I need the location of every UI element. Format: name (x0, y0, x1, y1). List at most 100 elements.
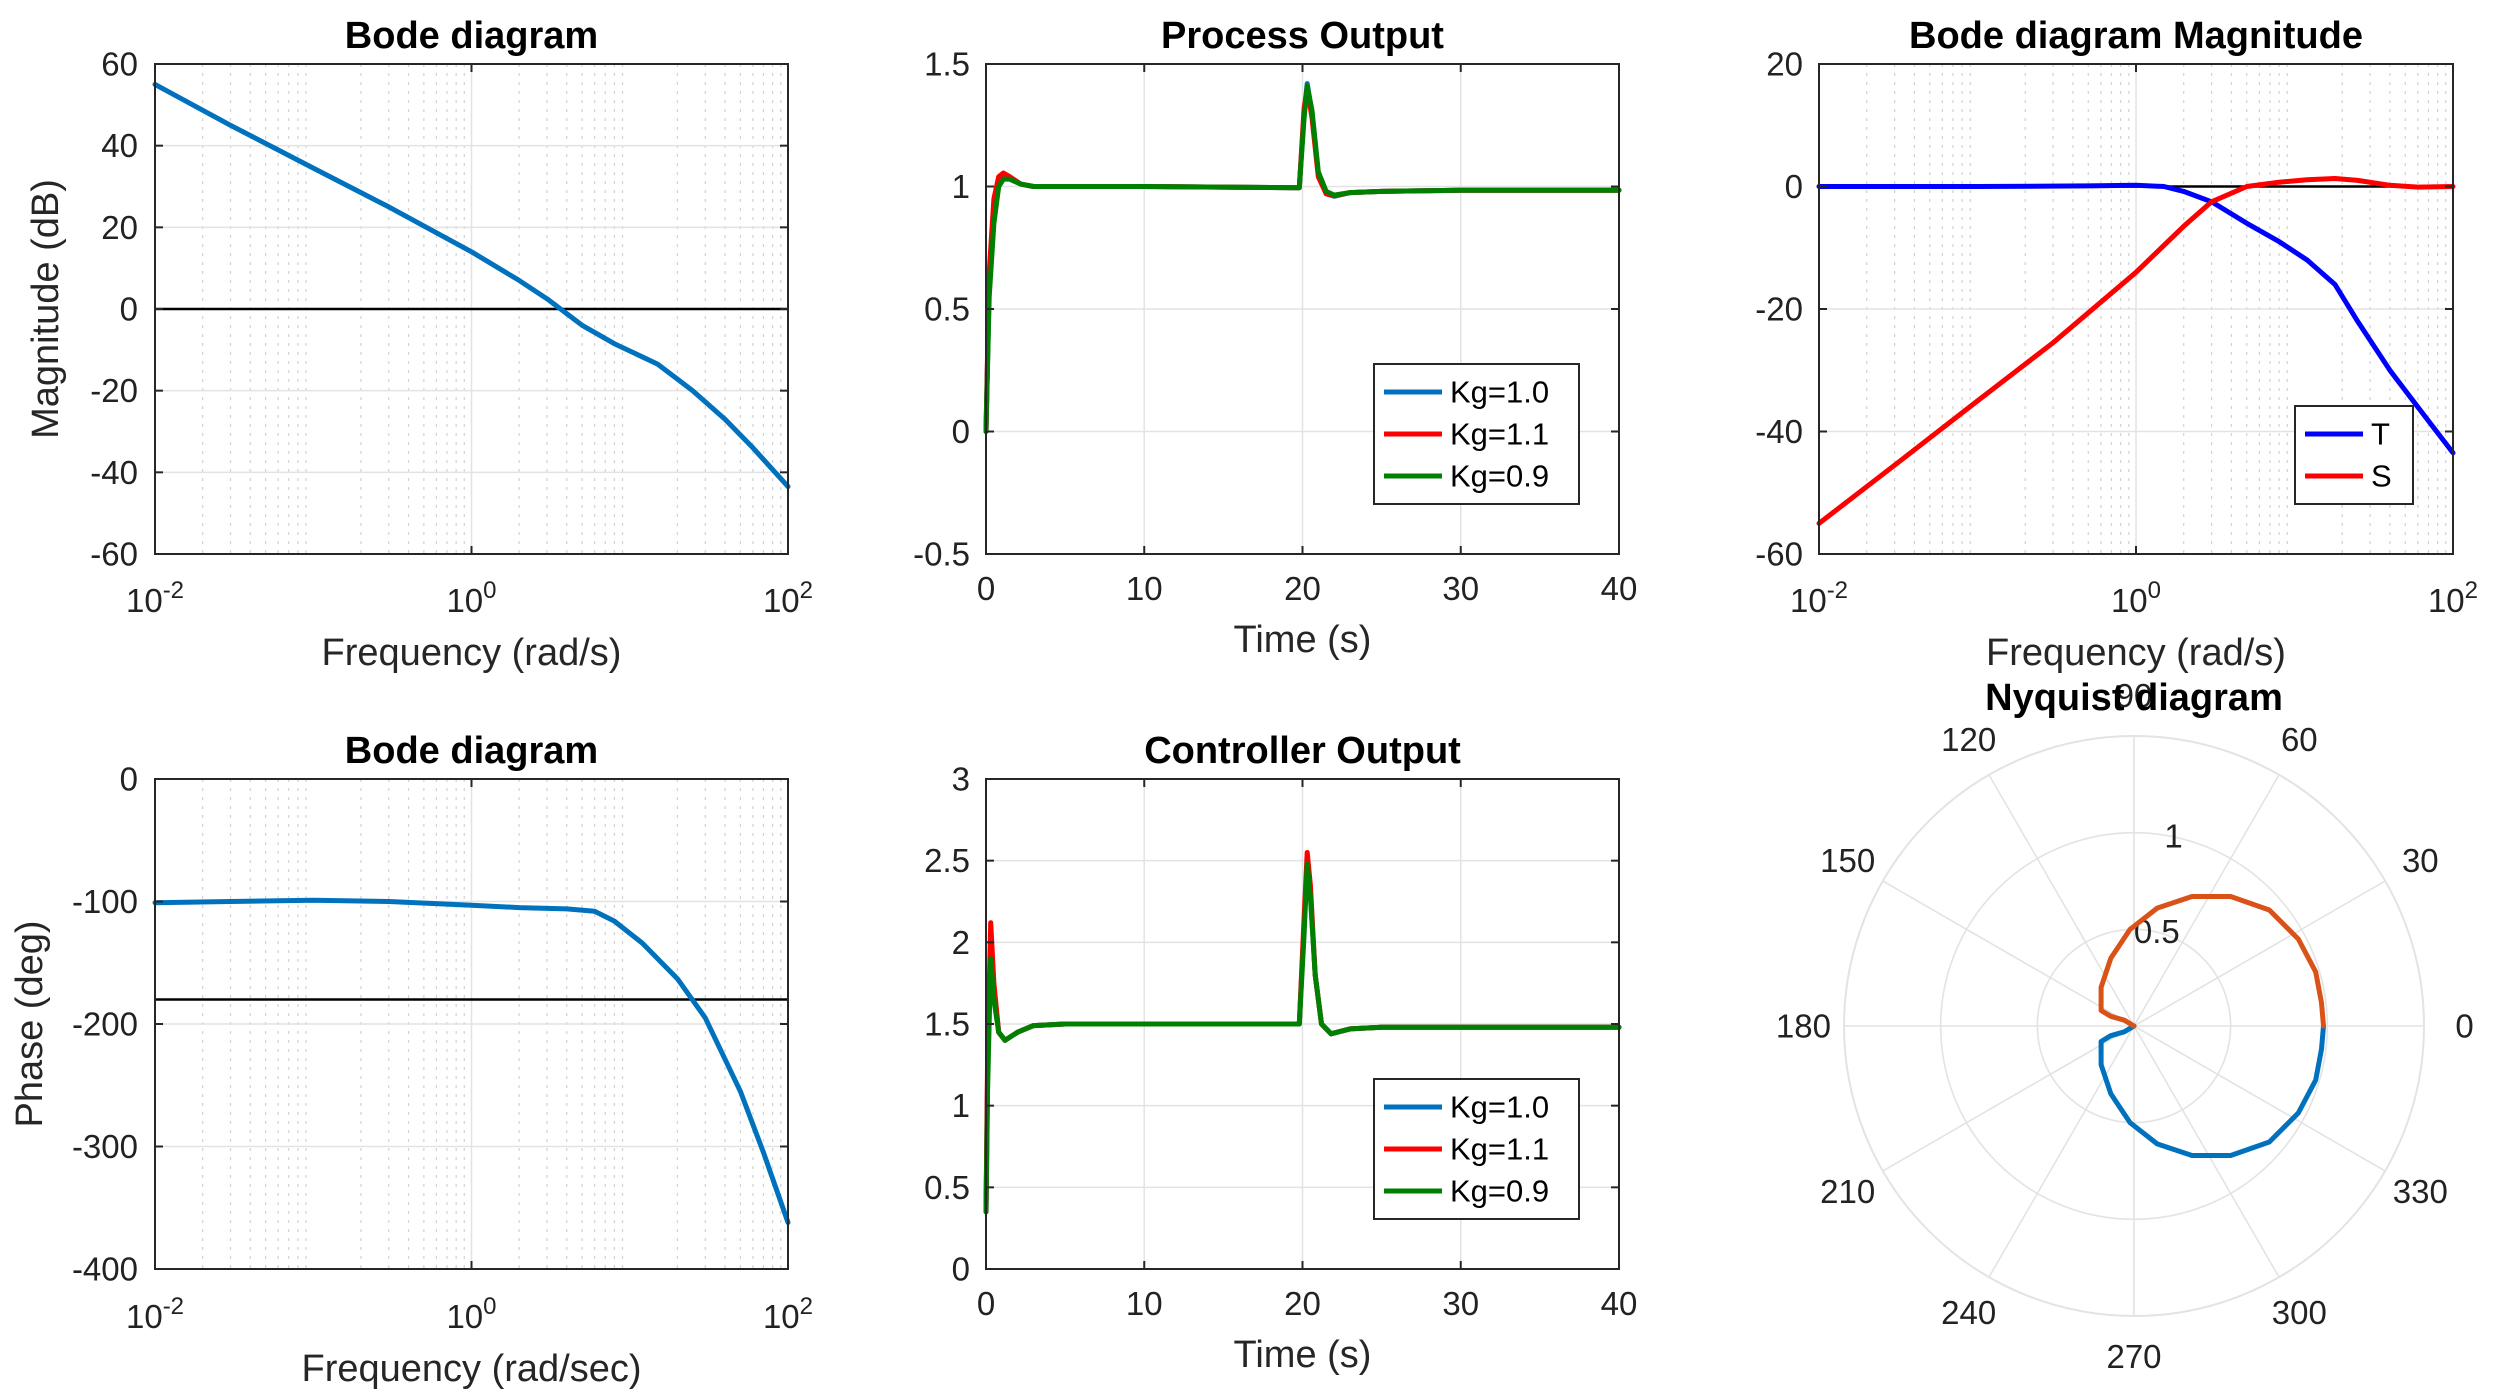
theta-tick-label: 150 (1820, 842, 1875, 879)
x-tick-label: 30 (1442, 1285, 1479, 1322)
y-tick-label: -300 (72, 1128, 138, 1165)
x-tick-label: 10-2 (126, 577, 184, 619)
series-line-kg-0-9 (983, 83, 1622, 434)
legend-box (2294, 405, 2414, 505)
x-tick-label: 10-2 (1790, 577, 1848, 619)
theta-tick-label: 90 (2116, 677, 2153, 714)
nyquist-chart: 0.510306090120150180210240270300330Nyqui… (1776, 677, 2474, 1375)
y-tick-label: 1.5 (924, 46, 970, 83)
chart-title: Bode diagram (345, 730, 598, 772)
y-tick-label: 0 (952, 413, 970, 450)
y-tick-label: 0 (1785, 168, 1803, 205)
theta-tick-label: 0 (2455, 1008, 2473, 1045)
x-tick-label: 102 (2428, 577, 2478, 619)
series-line-s (1816, 176, 2456, 526)
legend-label: Kg=0.9 (1450, 1174, 1549, 1209)
y-tick-label: 0 (952, 1251, 970, 1288)
bode-mag-ts-chart: 20 0 -20 -40 -60 10-2 100 102 Bode diagram Magni… (1755, 15, 2478, 674)
nyquist-curve-positive (2098, 1023, 2326, 1158)
x-axis-label: Time (s) (1234, 1334, 1372, 1376)
y-tick-label: -20 (1755, 291, 1803, 328)
y-axis-label: Phase (deg) (9, 920, 51, 1127)
x-tick-label: 0 (977, 570, 995, 607)
x-tick-label: 102 (763, 1293, 813, 1335)
y-tick-label: -20 (90, 372, 138, 409)
theta-tick-label: 30 (2402, 842, 2439, 879)
y-tick-label: 0 (120, 291, 138, 328)
theta-tick-label: 240 (1941, 1294, 1996, 1331)
x-tick-label: 100 (446, 1293, 496, 1335)
polar-spoke (1988, 1025, 2135, 1278)
x-axis-label: Frequency (rad/sec) (301, 1348, 641, 1390)
x-tick-label: 10 (1126, 570, 1163, 607)
y-tick-label: -60 (1755, 536, 1803, 573)
x-tick-label: 20 (1284, 1285, 1321, 1322)
polar-spoke (2133, 1025, 2386, 1172)
x-tick-label: 40 (1601, 570, 1638, 607)
chart-title: Nyquist diagram (1985, 677, 2283, 719)
series-line-l (152, 81, 791, 490)
controller-output-chart: 3 2.5 2 1.5 1 0.5 00 10 20 30 40 Controller Output T… (924, 730, 1637, 1376)
y-tick-label: 0 (120, 761, 138, 798)
y-tick-label: -60 (90, 536, 138, 573)
polar-spoke (1882, 1025, 2135, 1172)
y-tick-label: 2 (952, 924, 970, 961)
theta-tick-label: 210 (1820, 1173, 1875, 1210)
theta-tick-label: 330 (2393, 1173, 2448, 1210)
legend-label: Kg=0.9 (1450, 459, 1549, 494)
x-tick-label: 40 (1601, 1285, 1638, 1322)
x-tick-label: 10 (1126, 1285, 1163, 1322)
r-tick-label: 1 (2164, 818, 2182, 855)
y-tick-label: 20 (1766, 46, 1803, 83)
y-axis-label: Magnitude (dB) (25, 179, 67, 439)
legend-label: Kg=1.0 (1450, 1090, 1549, 1125)
y-tick-label: 40 (101, 127, 138, 164)
y-tick-label: 2.5 (924, 842, 970, 879)
x-tick-label: 30 (1442, 570, 1479, 607)
series-line-kg-0-9 (983, 861, 1622, 1215)
y-tick-label: 3 (952, 761, 970, 798)
x-axis-label: Time (s) (1234, 619, 1372, 661)
legend-label: Kg=1.1 (1450, 417, 1549, 452)
legend: Kg=1.0 Kg=1.1 Kg=0.9 (1373, 363, 1580, 505)
x-tick-label: 100 (2111, 577, 2161, 619)
chart-title: Bode diagram (345, 15, 598, 57)
y-tick-label: 0.5 (924, 1169, 970, 1206)
series-line-t (1816, 182, 2456, 456)
y-tick-label: -200 (72, 1006, 138, 1043)
x-axis-label: Frequency (rad/s) (1986, 632, 2286, 674)
legend-label: S (2371, 459, 2392, 494)
legend: TS (2294, 405, 2414, 505)
bode-mag-chart: 60 40 20 0 -20 -40 -60 10-2 100 102 Bode diagram Fr… (25, 15, 813, 674)
y-tick-label: -40 (90, 454, 138, 491)
polar-ring (1939, 831, 2329, 1221)
theta-tick-label: 300 (2272, 1294, 2327, 1331)
polar-spoke (1882, 880, 2135, 1027)
x-tick-label: 20 (1284, 570, 1321, 607)
chart-title: Bode diagram Magnitude (1909, 15, 2363, 57)
polar-spoke (2133, 880, 2386, 1027)
legend: Kg=1.0 Kg=1.1 Kg=0.9 (1373, 1078, 1580, 1220)
y-tick-label: -400 (72, 1251, 138, 1288)
polar-outer-ring (1843, 735, 2425, 1317)
theta-tick-label: 180 (1776, 1008, 1831, 1045)
y-tick-label: 0.5 (924, 291, 970, 328)
y-tick-label: 60 (101, 46, 138, 83)
nyquist-curve-negative (2098, 894, 2326, 1029)
x-tick-label: 102 (763, 577, 813, 619)
chart-title: Controller Output (1144, 730, 1461, 772)
x-axis-label: Frequency (rad/s) (322, 632, 622, 674)
y-tick-label: -0.5 (913, 536, 970, 573)
theta-tick-label: 270 (2106, 1338, 2161, 1375)
x-tick-label: 100 (446, 577, 496, 619)
y-tick-label: 1 (952, 1087, 970, 1124)
polar-spoke (2133, 1025, 2280, 1278)
y-tick-label: 1.5 (924, 1006, 970, 1043)
series-line-phase (152, 897, 791, 1225)
legend-label: T (2371, 417, 2390, 452)
polar-spoke (2133, 774, 2280, 1027)
theta-tick-label: 120 (1941, 721, 1996, 758)
legend-label: Kg=1.0 (1450, 375, 1549, 410)
